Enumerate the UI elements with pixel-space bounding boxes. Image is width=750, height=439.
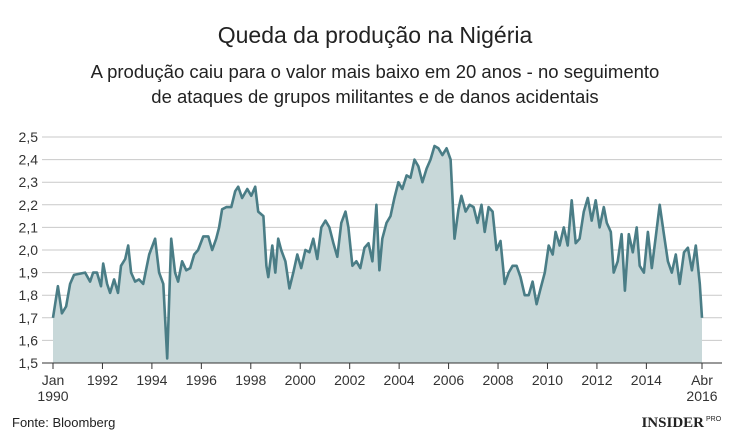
- x-tick-label: 2004: [384, 372, 415, 388]
- x-tick-label: 2010: [532, 372, 563, 388]
- x-tick-label-line: 2016: [686, 388, 717, 404]
- chart-subtitle: A produção caiu para o valor mais baixo …: [91, 61, 660, 82]
- y-tick-label: 1,6: [19, 332, 39, 348]
- y-tick-label: 2,0: [19, 242, 39, 258]
- y-tick-label: 2,4: [19, 152, 39, 168]
- line: [51, 144, 704, 360]
- y-tick-label: 1,9: [19, 265, 39, 281]
- x-tick-label-line: Jan: [42, 372, 65, 388]
- x-tick-label: Abr 2016: [686, 372, 717, 404]
- x-tick-label: 2008: [482, 372, 513, 388]
- y-tick-label: 2,2: [19, 197, 39, 213]
- x-tick-label: 2014: [631, 372, 662, 388]
- y-tick-label: 2,5: [19, 129, 39, 145]
- chart-subtitle: de ataques de grupos militantes e de dan…: [151, 86, 598, 107]
- x-tick-label: 1996: [186, 372, 217, 388]
- x-tick-label: 2000: [285, 372, 316, 388]
- x-tick-label: 2012: [581, 372, 612, 388]
- x-tick-label: 2006: [433, 372, 464, 388]
- y-tick-label: 1,7: [19, 310, 39, 326]
- x-tick-label: 1992: [87, 372, 118, 388]
- x-tick-label: Jan 1990: [37, 372, 68, 404]
- x-tick-label: 1998: [235, 372, 266, 388]
- x-tick-label-line: Abr: [691, 372, 713, 388]
- chart-title: Queda da produção na Nigéria: [218, 22, 533, 48]
- y-tick-label: 1,8: [19, 287, 39, 303]
- y-tick-label: 2,1: [19, 219, 39, 235]
- brand-sub: PRO: [706, 416, 722, 423]
- y-tick-label: 2,3: [19, 174, 39, 190]
- brand: INSIDER: [641, 415, 704, 431]
- x-tick-label-line: 1990: [37, 388, 68, 404]
- source: Fonte: Bloomberg: [12, 415, 115, 430]
- x-tick-label: 1994: [136, 372, 167, 388]
- x-tick-label: 2002: [334, 372, 365, 388]
- y-tick-label: 1,5: [19, 355, 39, 371]
